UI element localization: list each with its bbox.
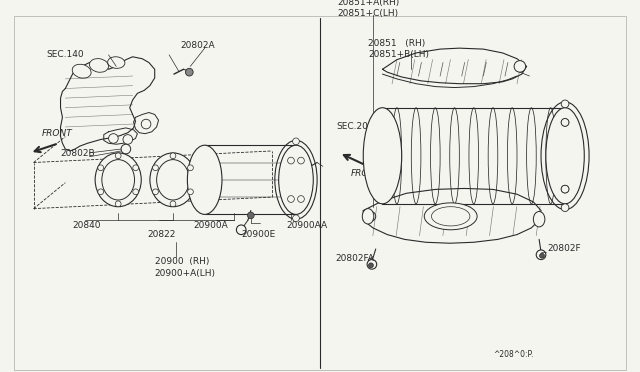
Text: 20851+A(RH): 20851+A(RH) xyxy=(337,0,399,7)
Circle shape xyxy=(188,189,193,195)
Circle shape xyxy=(115,153,121,159)
Ellipse shape xyxy=(72,64,91,78)
Circle shape xyxy=(298,196,305,202)
Circle shape xyxy=(188,165,193,171)
Circle shape xyxy=(170,201,176,207)
Ellipse shape xyxy=(364,108,402,204)
Circle shape xyxy=(561,119,569,126)
Text: FRONT: FRONT xyxy=(351,169,381,177)
Text: 20900AA: 20900AA xyxy=(286,221,328,230)
Circle shape xyxy=(561,185,569,193)
Ellipse shape xyxy=(188,145,222,214)
Circle shape xyxy=(534,214,544,223)
Circle shape xyxy=(536,250,546,260)
Circle shape xyxy=(109,134,118,143)
Circle shape xyxy=(152,189,158,195)
Circle shape xyxy=(98,165,104,171)
Circle shape xyxy=(132,165,138,171)
Circle shape xyxy=(298,157,305,164)
Text: 20851+B(LH): 20851+B(LH) xyxy=(368,50,429,60)
Circle shape xyxy=(186,68,193,76)
Circle shape xyxy=(248,212,254,219)
Ellipse shape xyxy=(533,212,545,227)
Ellipse shape xyxy=(278,145,313,214)
Circle shape xyxy=(141,119,151,129)
Circle shape xyxy=(292,215,300,222)
Ellipse shape xyxy=(102,160,134,200)
Text: FRONT: FRONT xyxy=(42,129,72,138)
Circle shape xyxy=(123,135,132,144)
Ellipse shape xyxy=(95,153,141,207)
Text: SEC.200: SEC.200 xyxy=(337,122,374,131)
Text: 20851+C(LH): 20851+C(LH) xyxy=(337,9,399,18)
Circle shape xyxy=(98,189,104,195)
Text: 20851   (RH): 20851 (RH) xyxy=(368,39,426,48)
Ellipse shape xyxy=(546,108,584,204)
Circle shape xyxy=(561,100,569,108)
Circle shape xyxy=(170,153,176,159)
Text: 20840: 20840 xyxy=(72,221,100,230)
Circle shape xyxy=(132,189,138,195)
Text: 20802FA: 20802FA xyxy=(335,254,374,263)
Circle shape xyxy=(292,138,300,145)
Circle shape xyxy=(561,204,569,212)
Circle shape xyxy=(367,260,377,269)
Text: 20900  (RH): 20900 (RH) xyxy=(155,257,209,266)
Circle shape xyxy=(152,165,158,171)
Text: 20802F: 20802F xyxy=(548,244,581,253)
Circle shape xyxy=(236,225,246,235)
Circle shape xyxy=(369,263,373,268)
Ellipse shape xyxy=(150,153,196,207)
Ellipse shape xyxy=(424,203,477,230)
Text: 20822: 20822 xyxy=(147,230,175,239)
Text: ^208^0:P.: ^208^0:P. xyxy=(493,350,533,359)
Text: 20802B: 20802B xyxy=(61,149,95,158)
Text: 20802A: 20802A xyxy=(180,41,215,50)
Circle shape xyxy=(115,201,121,207)
Text: 20900+A(LH): 20900+A(LH) xyxy=(155,269,216,278)
Circle shape xyxy=(540,253,545,258)
Circle shape xyxy=(561,185,569,193)
Ellipse shape xyxy=(108,57,125,68)
Circle shape xyxy=(514,61,525,72)
Circle shape xyxy=(366,212,376,221)
Circle shape xyxy=(287,157,294,164)
Ellipse shape xyxy=(157,160,189,200)
Text: 20900A: 20900A xyxy=(193,221,228,230)
Ellipse shape xyxy=(90,59,109,72)
Ellipse shape xyxy=(362,209,374,224)
Text: 20900E: 20900E xyxy=(241,230,275,239)
Circle shape xyxy=(121,144,131,154)
Text: SEC.140: SEC.140 xyxy=(46,50,84,60)
Circle shape xyxy=(287,196,294,202)
Circle shape xyxy=(561,119,569,126)
